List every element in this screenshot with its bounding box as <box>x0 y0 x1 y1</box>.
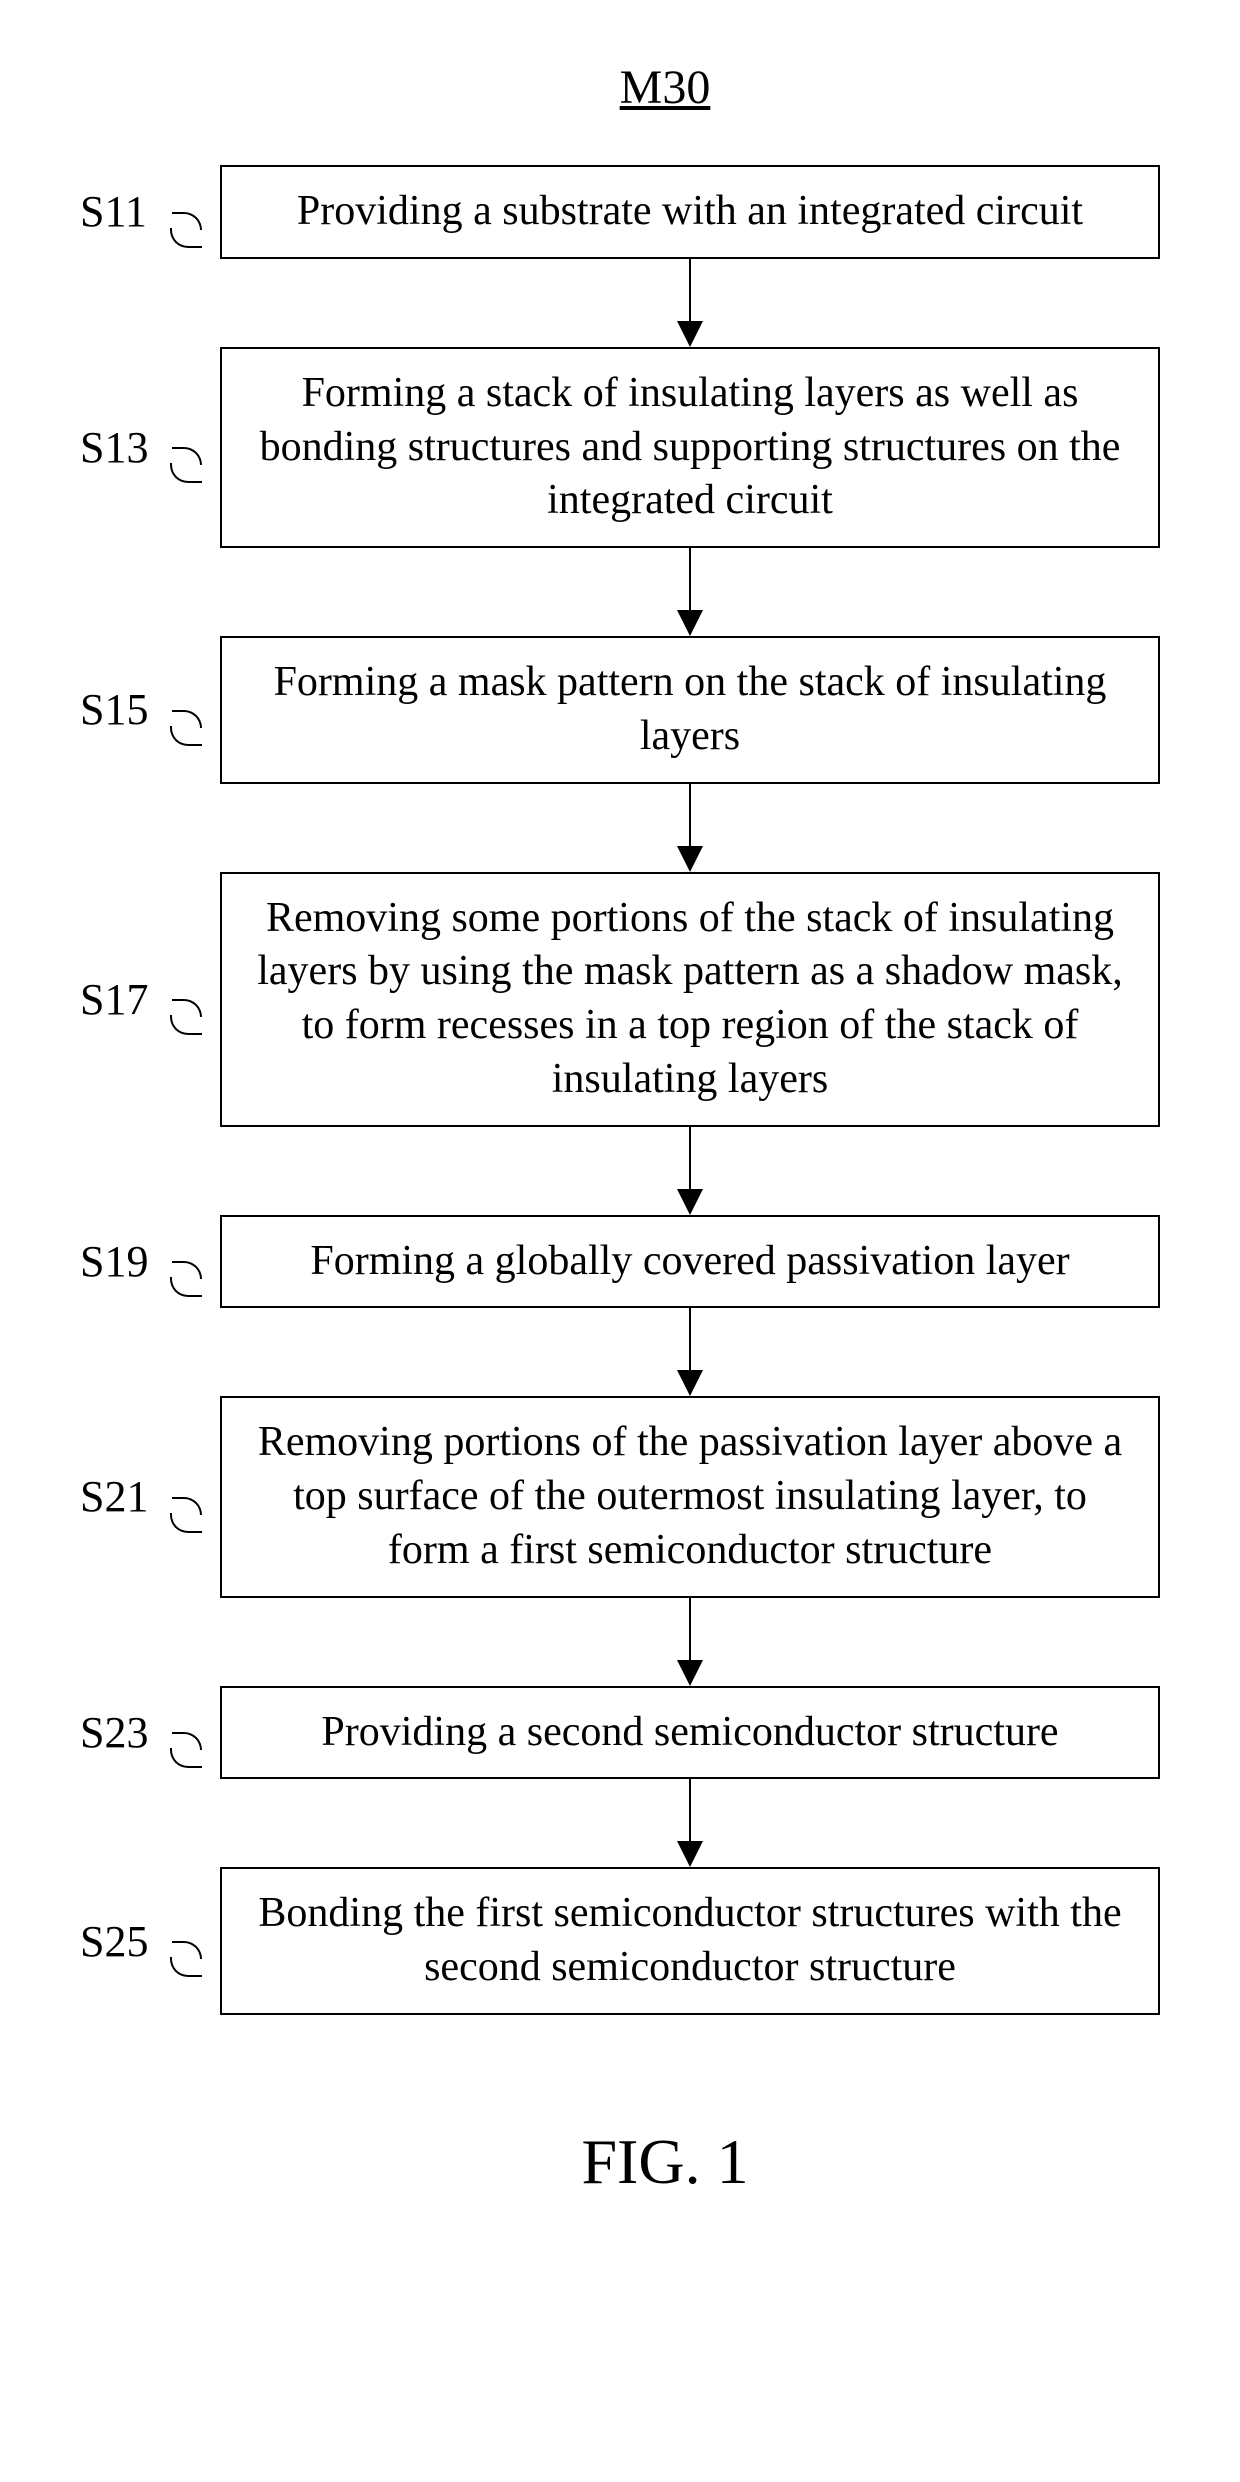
flow-step-row: S15Forming a mask pattern on the stack o… <box>80 636 1160 784</box>
label-connector <box>172 1497 202 1515</box>
label-connector <box>172 1941 202 1959</box>
step-box: Forming a globally covered passivation l… <box>220 1215 1160 1309</box>
step-label: S23 <box>80 1707 210 1758</box>
flowchart-body: S11Providing a substrate with an integra… <box>80 165 1160 2015</box>
step-label: S13 <box>80 422 210 473</box>
flow-step-row: S13Forming a stack of insulating layers … <box>80 347 1160 548</box>
step-box: Providing a second semiconductor structu… <box>220 1686 1160 1780</box>
label-connector <box>172 212 202 230</box>
label-connector <box>172 710 202 728</box>
step-box: Providing a substrate with an integrated… <box>220 165 1160 259</box>
step-box: Forming a stack of insulating layers as … <box>220 347 1160 548</box>
label-connector <box>172 447 202 465</box>
step-box: Forming a mask pattern on the stack of i… <box>220 636 1160 784</box>
flow-step-row: S23Providing a second semiconductor stru… <box>80 1686 1160 1780</box>
step-label: S19 <box>80 1236 210 1287</box>
flow-arrow <box>80 1598 1160 1686</box>
flow-arrow <box>80 1779 1160 1867</box>
flow-step-row: S17Removing some portions of the stack o… <box>80 872 1160 1127</box>
flowchart-canvas: M30 S11Providing a substrate with an int… <box>0 0 1240 2482</box>
flow-step-row: S25Bonding the first semiconductor struc… <box>80 1867 1160 2015</box>
step-label: S17 <box>80 974 210 1025</box>
flow-arrow <box>80 1308 1160 1396</box>
flow-arrow <box>80 1127 1160 1215</box>
label-connector <box>172 999 202 1017</box>
step-label: S21 <box>80 1471 210 1522</box>
step-label: S15 <box>80 684 210 735</box>
label-connector <box>172 1261 202 1279</box>
flow-step-row: S11Providing a substrate with an integra… <box>80 165 1160 259</box>
step-box: Removing portions of the passivation lay… <box>220 1396 1160 1597</box>
step-box: Bonding the first semiconductor structur… <box>220 1867 1160 2015</box>
flow-arrow <box>80 259 1160 347</box>
flow-arrow <box>80 548 1160 636</box>
figure-label: FIG. 1 <box>170 2125 1160 2199</box>
flow-step-row: S21Removing portions of the passivation … <box>80 1396 1160 1597</box>
flow-arrow <box>80 784 1160 872</box>
step-label: S11 <box>80 186 210 237</box>
diagram-title: M30 <box>170 60 1160 115</box>
step-label: S25 <box>80 1916 210 1967</box>
step-box: Removing some portions of the stack of i… <box>220 872 1160 1127</box>
flow-step-row: S19Forming a globally covered passivatio… <box>80 1215 1160 1309</box>
label-connector <box>172 1732 202 1750</box>
